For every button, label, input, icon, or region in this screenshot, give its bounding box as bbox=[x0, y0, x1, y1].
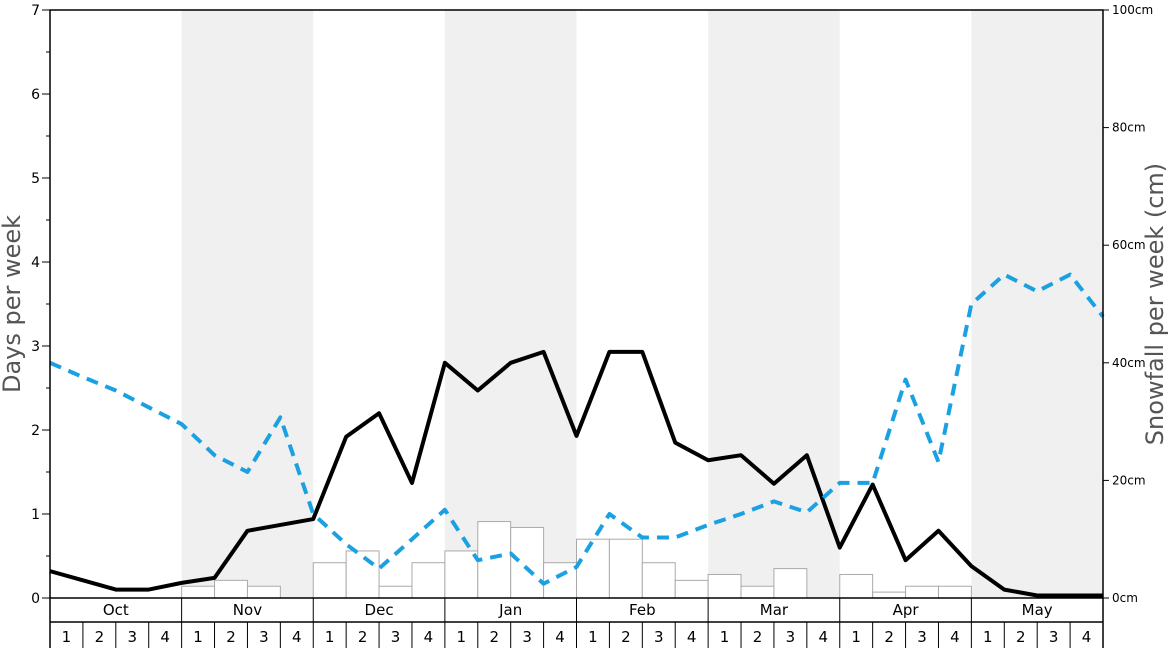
right-tick-label: 80cm bbox=[1112, 121, 1146, 135]
month-label: Mar bbox=[760, 601, 789, 619]
snowfall-bar bbox=[608, 538, 643, 599]
snowfall-bar bbox=[214, 579, 248, 599]
left-axis-title: Days per week bbox=[0, 215, 26, 393]
week-label: 1 bbox=[193, 628, 203, 646]
week-label: 3 bbox=[391, 628, 401, 646]
shaded-band-jan bbox=[444, 10, 577, 598]
right-tick-label: 60cm bbox=[1112, 238, 1146, 252]
week-label: 2 bbox=[621, 628, 631, 646]
week-label: 2 bbox=[226, 628, 236, 646]
left-axis: 0 1 2 3 4 5 6 7 bbox=[31, 3, 50, 607]
left-tick-label: 2 bbox=[31, 423, 40, 439]
week-label: 3 bbox=[127, 628, 137, 646]
shaded-band-nov bbox=[181, 10, 314, 598]
week-label: 2 bbox=[884, 628, 894, 646]
snowfall-bar bbox=[312, 562, 347, 599]
snowfall-bar bbox=[905, 585, 939, 599]
month-label: Dec bbox=[365, 601, 394, 619]
week-label: 2 bbox=[489, 628, 499, 646]
month-label: Feb bbox=[629, 601, 656, 619]
month-label: Nov bbox=[233, 601, 262, 619]
snowfall-bar bbox=[872, 591, 907, 599]
week-label: 4 bbox=[292, 628, 302, 646]
week-label: 4 bbox=[950, 628, 960, 646]
week-label: 4 bbox=[555, 628, 565, 646]
series-line-dashed bbox=[49, 272, 1105, 586]
right-axis-title: Snowfall per week (cm) bbox=[1141, 163, 1168, 445]
right-tick-label: 0cm bbox=[1112, 591, 1138, 605]
month-shading bbox=[181, 10, 1103, 598]
snowfall-bar bbox=[839, 573, 874, 599]
left-tick-label: 3 bbox=[31, 339, 40, 355]
week-label: 4 bbox=[160, 628, 170, 646]
week-label: 1 bbox=[457, 628, 467, 646]
left-tick-label: 4 bbox=[31, 255, 40, 271]
shaded-band-may bbox=[971, 10, 1103, 598]
week-label: 2 bbox=[358, 628, 368, 646]
week-label: 4 bbox=[819, 628, 829, 646]
snowfall-bar bbox=[707, 573, 742, 599]
month-label: May bbox=[1022, 601, 1053, 619]
left-tick-label: 7 bbox=[31, 3, 40, 19]
week-label: 1 bbox=[588, 628, 598, 646]
right-tick-label: 100cm bbox=[1112, 3, 1153, 17]
snowfall-bar bbox=[411, 562, 446, 599]
right-axis: 0cm 20cm 40cm 60cm 80cm 100cm bbox=[1103, 3, 1153, 605]
snowfall-bar bbox=[477, 521, 512, 599]
week-label: 3 bbox=[786, 628, 796, 646]
snowfall-bar bbox=[378, 585, 413, 599]
week-label: 3 bbox=[917, 628, 927, 646]
week-axis: 1 2 3 4 1 2 3 4 1 2 3 4 1 2 3 4 1 2 3 4 1 2 3 4 1 2 3 4 1 2 3 4 bbox=[62, 622, 1092, 648]
month-label: Apr bbox=[893, 601, 920, 619]
week-label: 4 bbox=[424, 628, 434, 646]
left-tick-label: 1 bbox=[31, 507, 40, 523]
right-tick-label: 40cm bbox=[1112, 356, 1146, 370]
week-label: 1 bbox=[851, 628, 861, 646]
snowfall-bar bbox=[937, 585, 972, 599]
snowfall-bar bbox=[543, 562, 577, 599]
snowfall-bar bbox=[674, 579, 709, 599]
left-tick-label: 6 bbox=[31, 87, 40, 103]
left-tick-label: 5 bbox=[31, 171, 40, 187]
snowfall-bar bbox=[246, 585, 281, 599]
snowfall-bar bbox=[576, 538, 610, 599]
week-label: 2 bbox=[95, 628, 105, 646]
snowfall-bar bbox=[773, 568, 808, 599]
month-label: Oct bbox=[103, 601, 129, 619]
week-label: 4 bbox=[1082, 628, 1092, 646]
week-label: 2 bbox=[1016, 628, 1026, 646]
right-tick-label: 20cm bbox=[1112, 473, 1146, 487]
left-tick-label: 0 bbox=[31, 591, 40, 607]
week-label: 3 bbox=[259, 628, 269, 646]
week-label: 1 bbox=[325, 628, 335, 646]
snowfall-bar bbox=[181, 585, 216, 599]
series-line-solid bbox=[49, 349, 1103, 598]
week-label: 3 bbox=[654, 628, 664, 646]
month-axis: Oct Nov Dec Jan Feb Mar Apr May bbox=[49, 598, 1104, 648]
snowfall-bars bbox=[181, 521, 972, 599]
week-label: 4 bbox=[687, 628, 697, 646]
shaded-band-mar bbox=[708, 10, 840, 598]
snowfall-bar bbox=[740, 585, 775, 599]
snowfall-bar bbox=[510, 526, 545, 599]
snowfall-bar bbox=[444, 550, 479, 599]
snowfall-bar bbox=[641, 562, 676, 599]
snowfall-bar bbox=[345, 550, 380, 599]
week-label: 3 bbox=[522, 628, 532, 646]
month-label: Jan bbox=[498, 601, 522, 619]
week-label: 2 bbox=[753, 628, 763, 646]
week-label: 1 bbox=[62, 628, 72, 646]
week-label: 1 bbox=[983, 628, 993, 646]
week-label: 1 bbox=[720, 628, 730, 646]
week-label: 3 bbox=[1049, 628, 1059, 646]
